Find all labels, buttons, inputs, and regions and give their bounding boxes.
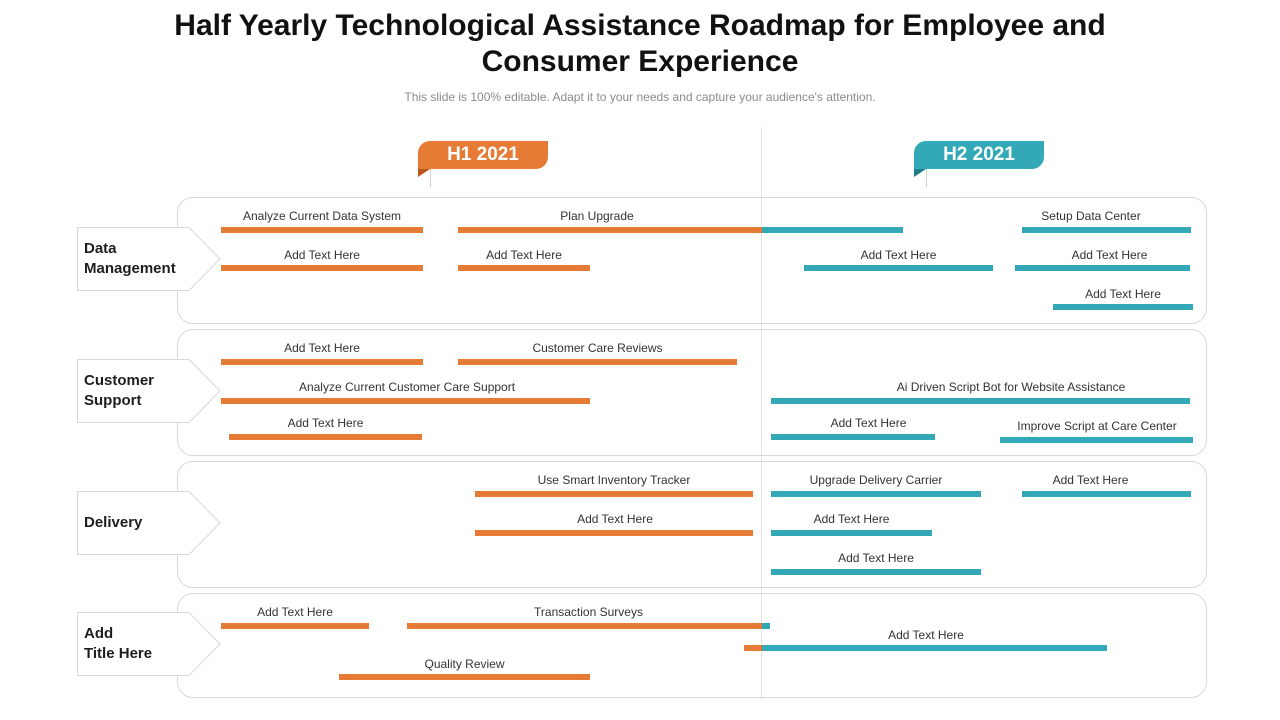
row-label-text: Delivery [84,514,143,531]
task-label: Upgrade Delivery Carrier [809,473,943,487]
task-bar [1015,265,1190,271]
task-bar [458,265,590,271]
task-label: Add Text Here [486,248,562,262]
task-bar [762,227,903,233]
task-bar [771,434,935,440]
period-badge-h1: H1 2021 [418,141,548,187]
task-label: Add Text Here [1052,473,1129,487]
task-label: Add Text Here [888,628,964,642]
task-bar [221,623,369,629]
task-bar [771,569,981,575]
task-bar [407,623,762,629]
task-label: Analyze Current Data System [242,209,402,223]
task-label: Add Text Here [257,605,333,619]
task-label: Improve Script at Care Center [1017,419,1177,433]
task-label: Add Text Here [287,416,364,430]
period-label-h1: H1 2021 [447,144,519,165]
task-bar [221,227,423,233]
task-bar [771,530,932,536]
task-label: Analyze Current Customer Care Support [298,380,516,394]
task-bar [458,227,762,233]
task-bar [771,491,981,497]
task-bar [221,398,590,404]
task-bar [762,623,770,629]
row-tag-shape [77,359,221,423]
row-label-add-title: Add Title Here [77,612,221,676]
task-label: Setup Data Center [1041,209,1141,223]
task-bar [458,359,737,365]
task-label: Add Text Here [284,248,360,262]
task-label: Ai Driven Script Bot for Website Assista… [896,380,1126,394]
page-subtitle: This slide is 100% editable. Adapt it to… [404,90,876,104]
task-bar [229,434,422,440]
task-bar [771,398,1190,404]
row-tag-shape [77,612,221,676]
badge-pin [430,169,431,187]
task-bar [475,530,753,536]
task-label: Add Text Here [860,248,937,262]
task-bar [804,265,993,271]
row-label-data-management: Data Management [77,227,221,291]
task-label: Add Text Here [830,416,907,430]
row-label-customer-support: Customer Support [77,359,221,423]
task-label: Plan Upgrade [560,209,634,223]
row-tag-shape [77,491,221,555]
badge-tail [914,169,926,177]
page-title: Half Yearly Technological Assistance Roa… [174,9,1106,78]
row-label-delivery: Delivery [77,491,221,555]
task-label: Use Smart Inventory Tracker [537,473,691,487]
badge-tail [418,169,430,177]
task-label: Add Text Here [838,551,914,565]
task-bar [744,645,762,651]
row-label-text: Data Management [84,240,176,277]
task-label: Add Text Here [577,512,653,526]
task-bar [221,265,423,271]
badge-pin [926,169,927,187]
task-label: Add Text Here [813,512,890,526]
task-bar [762,645,1107,651]
task-label: Add Text Here [1085,287,1161,301]
period-badge-h2: H2 2021 [914,141,1044,187]
period-divider [761,127,762,700]
task-bar [221,359,423,365]
task-label: Quality Review [424,657,505,671]
row-tag-shape [77,227,221,291]
task-bar [1022,227,1191,233]
period-label-h2: H2 2021 [943,144,1015,165]
task-label: Add Text Here [284,341,360,355]
task-bar [475,491,753,497]
task-label: Add Text Here [1071,248,1148,262]
task-bar [1022,491,1191,497]
task-bar [339,674,590,680]
task-label: Customer Care Reviews [532,341,663,355]
task-bar [1053,304,1193,310]
row-label-text: Customer Support [84,372,155,409]
task-label: Transaction Surveys [534,605,643,619]
row-label-text: Add Title Here [84,625,153,662]
task-bar [1000,437,1193,443]
